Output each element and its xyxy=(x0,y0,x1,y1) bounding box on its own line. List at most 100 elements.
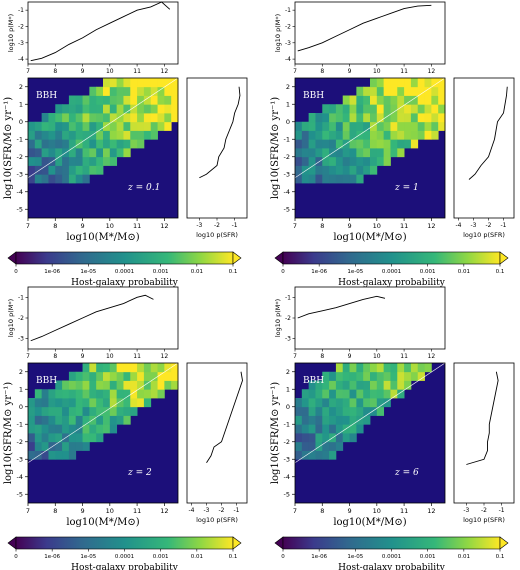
heatmap-cell xyxy=(103,104,111,114)
heatmap-cell xyxy=(356,148,364,158)
heatmap-cell xyxy=(301,148,310,158)
heatmap-cell xyxy=(103,363,111,373)
heatmap-cell xyxy=(171,78,179,88)
heatmap-cell xyxy=(397,148,405,158)
heatmap-cell xyxy=(96,104,104,114)
heatmap-cell xyxy=(130,95,138,105)
heatmap-cell xyxy=(143,86,152,96)
heatmap-cell xyxy=(301,174,310,184)
heatmap-cell xyxy=(28,406,36,416)
heatmap-cell xyxy=(109,406,118,416)
heatmap-cell xyxy=(62,441,70,451)
heatmap-cell xyxy=(34,148,43,158)
heatmap-cell xyxy=(82,165,90,175)
heatmap-cell xyxy=(335,148,344,158)
heatmap-cell xyxy=(301,130,310,140)
heatmap-cell xyxy=(404,86,412,96)
heatmap-cell xyxy=(370,156,378,166)
heatmap-cell xyxy=(424,363,432,373)
heatmap-cell xyxy=(301,139,310,149)
heatmap-cell xyxy=(376,86,385,96)
heatmap-cell xyxy=(89,148,97,158)
heatmap-cell xyxy=(376,148,385,158)
heatmap-cell xyxy=(68,424,77,434)
heatmap-cell xyxy=(48,433,56,443)
heatmap-cell xyxy=(301,156,310,166)
heatmap-cell xyxy=(356,424,364,434)
heatmap-cell xyxy=(41,433,49,443)
heatmap-cell xyxy=(109,371,118,381)
heatmap-cell xyxy=(370,130,378,140)
heatmap-cell xyxy=(34,398,43,408)
heatmap-cell xyxy=(103,86,111,96)
top-x-tick-label: 10 xyxy=(373,68,381,75)
top-x-tick-label: 9 xyxy=(348,353,352,360)
heatmap-cell xyxy=(342,113,350,123)
heatmap-cell xyxy=(390,86,398,96)
heatmap-cell xyxy=(157,113,165,123)
heatmap-cell xyxy=(390,148,398,158)
heatmap-cell xyxy=(329,113,337,123)
heatmap-cell xyxy=(48,441,56,451)
heatmap-cell xyxy=(68,165,77,175)
heatmap-cell xyxy=(349,95,357,105)
y-tick-label: 0 xyxy=(19,403,23,411)
heatmap-cell xyxy=(116,415,124,425)
heatmap-cell xyxy=(143,371,152,381)
y-tick-label: -5 xyxy=(284,491,290,499)
heatmap-cell xyxy=(363,113,371,123)
y-tick-label: 2 xyxy=(19,368,23,376)
heatmap-cell xyxy=(370,95,378,105)
heatmap-cell xyxy=(308,415,316,425)
heatmap-cell xyxy=(89,95,97,105)
heatmap-cell xyxy=(349,371,357,381)
heatmap-cell xyxy=(82,433,90,443)
heatmap-cell xyxy=(34,174,43,184)
heatmap-cell xyxy=(315,424,323,434)
heatmap-cell xyxy=(96,139,104,149)
y-tick-label: 2 xyxy=(286,83,290,91)
heatmap-cell xyxy=(322,104,330,114)
top-marginal-frame xyxy=(27,286,179,350)
heatmap-cell xyxy=(68,139,77,149)
heatmap-cell xyxy=(322,139,330,149)
bbh-label: BBH xyxy=(303,91,324,101)
heatmap-cell xyxy=(68,371,77,381)
heatmap-cell xyxy=(376,380,385,390)
heatmap-cell xyxy=(34,424,43,434)
y-tick-label: 0 xyxy=(19,118,23,126)
heatmap-cell xyxy=(75,415,83,425)
heatmap-cell xyxy=(130,363,138,373)
top-x-tick-label: 10 xyxy=(373,353,381,360)
heatmap-cell xyxy=(103,113,111,123)
heatmap-cell xyxy=(137,78,145,88)
heatmap-cell xyxy=(335,398,344,408)
heatmap-cell xyxy=(75,389,83,399)
heatmap-cell xyxy=(349,398,357,408)
heatmap-cell xyxy=(329,415,337,425)
heatmap-cell xyxy=(308,450,316,460)
top-x-tick-label: 9 xyxy=(348,68,352,75)
heatmap-cell xyxy=(349,174,357,184)
heatmap-cell xyxy=(335,139,344,149)
heatmap-cell xyxy=(295,139,303,149)
heatmap-cell xyxy=(55,165,63,175)
heatmap-cell xyxy=(329,156,337,166)
heatmap-cell xyxy=(295,165,303,175)
heatmap-cell xyxy=(335,415,344,425)
heatmap-cell xyxy=(370,121,378,131)
top-marginal-frame xyxy=(294,286,446,350)
heatmap-cell xyxy=(308,165,316,175)
heatmap-cell xyxy=(308,398,316,408)
heatmap-cell xyxy=(322,398,330,408)
heatmap-cell xyxy=(130,113,138,123)
y-tick-label: -1 xyxy=(284,136,290,144)
heatmap-cell xyxy=(55,130,63,140)
heatmap-cell xyxy=(349,415,357,425)
heatmap-cell xyxy=(68,104,77,114)
top-y-tick-label: -3 xyxy=(18,336,24,343)
top-x-tick-label: 8 xyxy=(53,353,57,360)
right-x-tick-label: -2 xyxy=(481,507,487,514)
heatmap-cell xyxy=(301,389,310,399)
heatmap-cell xyxy=(116,130,124,140)
